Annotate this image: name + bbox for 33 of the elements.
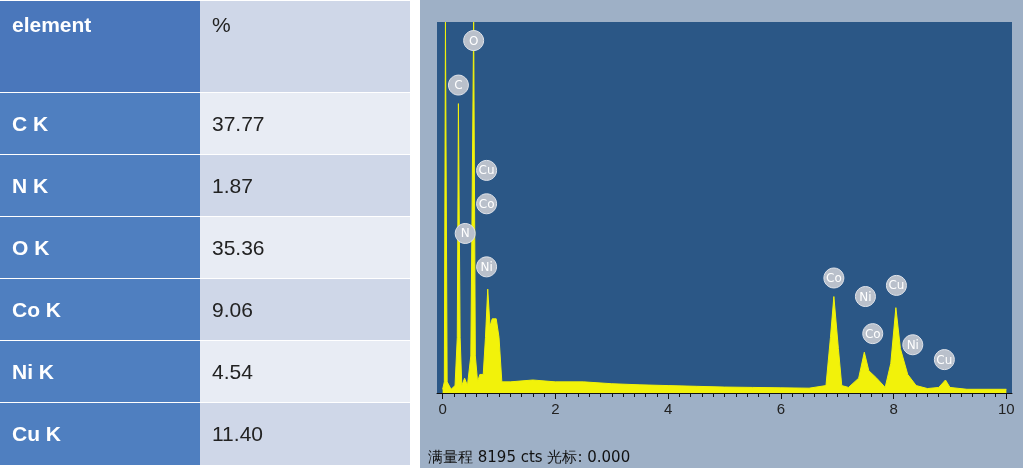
annotation: Cu (478, 163, 495, 178)
category-label: N K (0, 154, 200, 217)
annotation: Co (864, 326, 881, 341)
category-label: O K (0, 216, 200, 279)
x-tick-label: 0 (438, 400, 447, 417)
annotation: O (468, 33, 479, 48)
text: 满量程 8195 cts 光标: 0.000 (428, 447, 631, 466)
text: % (200, 0, 410, 93)
category-label: Cu K (0, 402, 200, 465)
annotation: Ni (480, 259, 493, 274)
annotation: C (454, 78, 463, 93)
category-label: Co K (0, 278, 200, 341)
text: 1.87 (212, 173, 253, 197)
annotation: Ni (859, 289, 872, 304)
x-tick-label: 4 (663, 400, 673, 417)
text: 37.77 (212, 111, 265, 135)
category-label: C K (0, 92, 200, 155)
text: 35.36 (212, 235, 265, 259)
x-tick-label: 2 (551, 400, 560, 417)
x-tick-label: 6 (776, 400, 786, 417)
annotation: Co (826, 270, 842, 285)
annotation: N (460, 226, 470, 241)
text: element (0, 0, 200, 93)
x-tick-label: 10 (998, 400, 1015, 417)
annotation: Ni (906, 337, 919, 352)
annotation: Cu (936, 352, 953, 367)
x-tick-label: 8 (889, 400, 898, 417)
text: 11.40 (212, 421, 263, 445)
text: 9.06 (212, 297, 253, 321)
category-label: Ni K (0, 340, 200, 403)
annotation: Co (478, 196, 495, 211)
text: 4.54 (212, 359, 253, 383)
annotation: Cu (888, 278, 905, 293)
